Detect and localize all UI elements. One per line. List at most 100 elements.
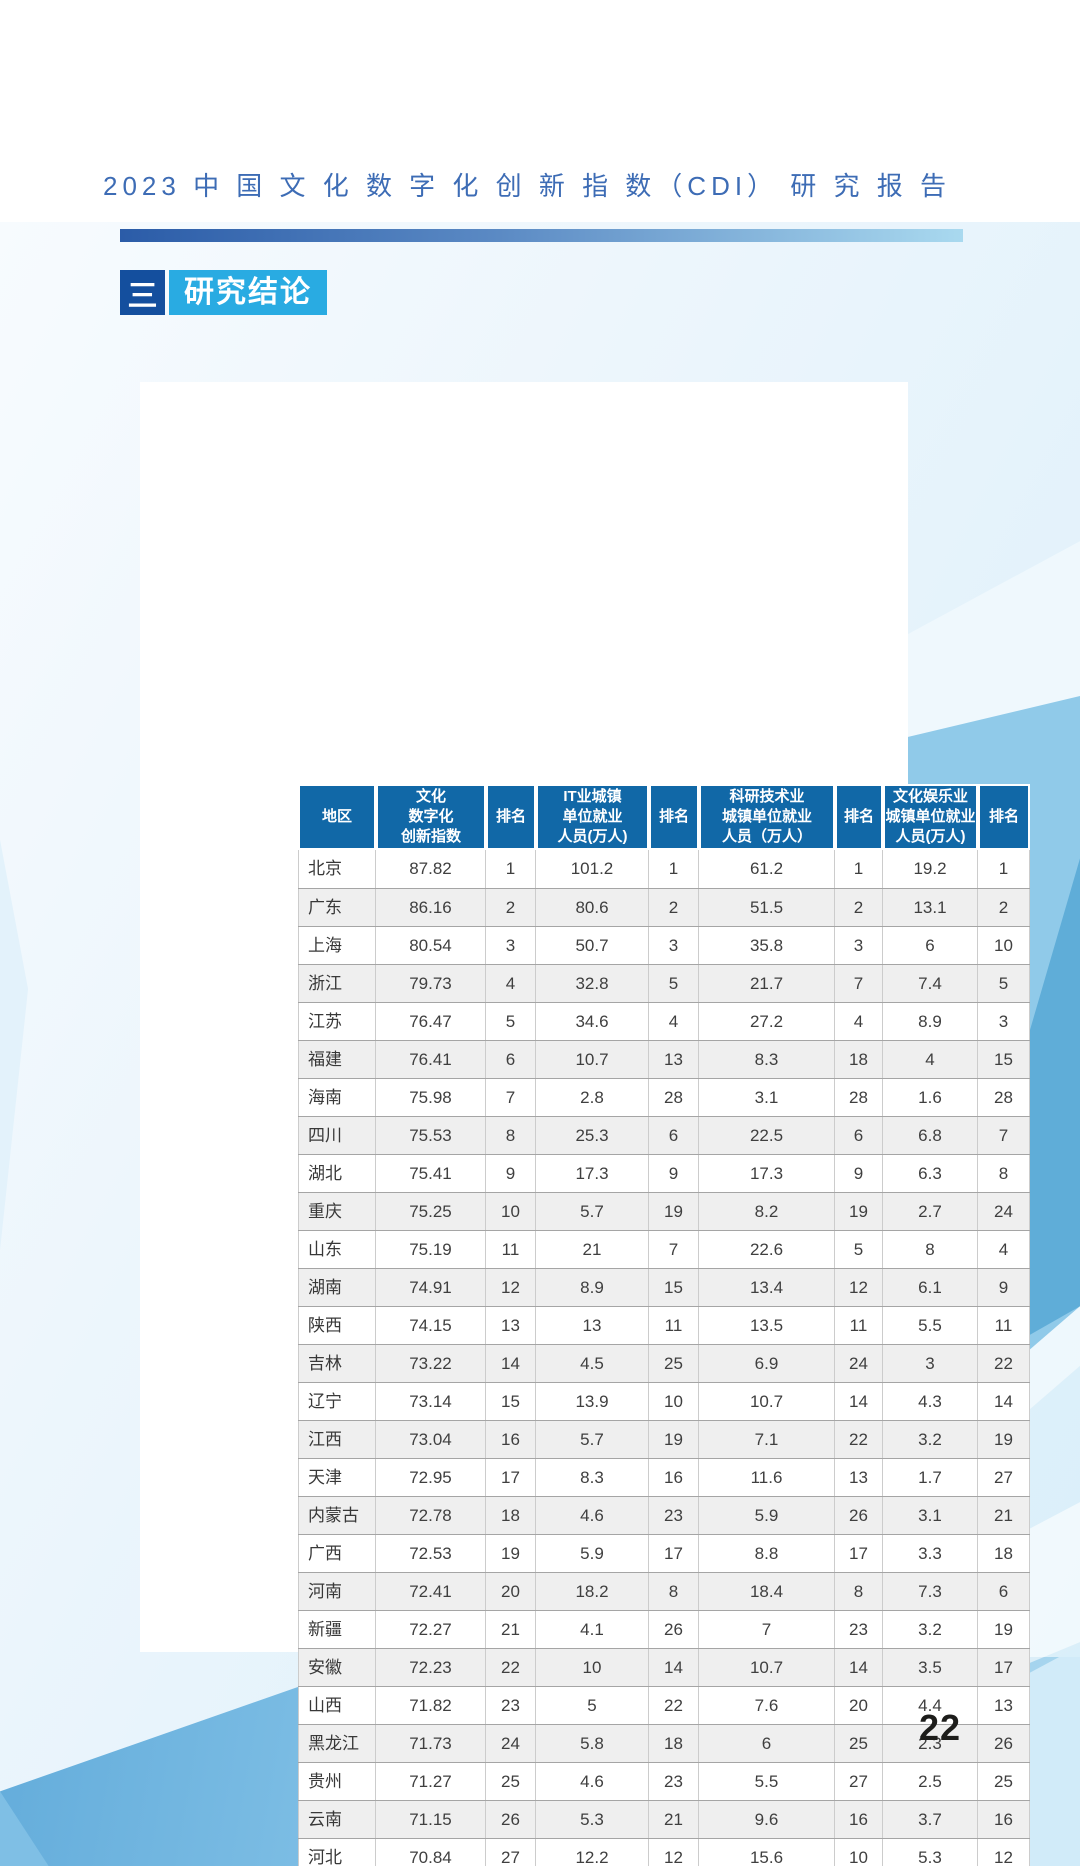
region-cell: 安徽 [298,1649,376,1686]
value-cell: 79.73 [376,965,486,1002]
table-header-cell: 文化 数字化 创新指数 [376,784,486,850]
value-cell: 26 [649,1611,699,1648]
value-cell: 23 [649,1763,699,1800]
value-cell: 14 [486,1345,536,1382]
value-cell: 5 [835,1231,883,1268]
value-cell: 5.8 [536,1725,649,1762]
value-cell: 25 [835,1725,883,1762]
cdi-index-table: 地区 文化 数字化 创新指数 排名 IT业城镇 单位就业 人员(万人) 排名 科研技术业 … [298,784,1030,1866]
value-cell: 73.04 [376,1421,486,1458]
value-cell: 20 [835,1687,883,1724]
table-header-cell: 文化娱乐业 城镇单位就业 人员(万人) [883,784,978,850]
table-header-cell: 排名 [835,784,883,850]
table-row: 广西 72.53 19 5.9 17 8.8 17 3.3 18 [298,1534,1030,1572]
region-cell: 福建 [298,1041,376,1078]
table-row: 海南 75.98 7 2.8 28 3.1 28 1.6 28 [298,1078,1030,1116]
table-row: 吉林 73.22 14 4.5 25 6.9 24 3 22 [298,1344,1030,1382]
value-cell: 72.78 [376,1497,486,1534]
value-cell: 17 [486,1459,536,1496]
value-cell: 50.7 [536,927,649,964]
value-cell: 2.3 [883,1725,978,1762]
value-cell: 3.3 [883,1535,978,1572]
value-cell: 2.8 [536,1079,649,1116]
value-cell: 71.82 [376,1687,486,1724]
value-cell: 11 [486,1231,536,1268]
value-cell: 6 [883,927,978,964]
value-cell: 4 [835,1003,883,1040]
value-cell: 21 [486,1611,536,1648]
value-cell: 5 [536,1687,649,1724]
value-cell: 16 [486,1421,536,1458]
value-cell: 27.2 [699,1003,835,1040]
value-cell: 9.6 [699,1801,835,1838]
region-cell: 江西 [298,1421,376,1458]
value-cell: 23 [835,1611,883,1648]
value-cell: 27 [486,1839,536,1866]
value-cell: 19 [649,1193,699,1230]
value-cell: 22 [835,1421,883,1458]
region-cell: 河北 [298,1839,376,1866]
page-number: 22 [919,1707,962,1748]
value-cell: 8.2 [699,1193,835,1230]
document-title: 2023 中 国 文 化 数 字 化 创 新 指 数（CDI） 研 究 报 告 [103,171,951,201]
value-cell: 11.6 [699,1459,835,1496]
value-cell: 22 [978,1345,1030,1382]
region-cell: 河南 [298,1573,376,1610]
value-cell: 11 [978,1307,1030,1344]
value-cell: 14 [649,1649,699,1686]
value-cell: 15 [486,1383,536,1420]
value-cell: 101.2 [536,850,649,888]
table-header-cell: 排名 [486,784,536,850]
value-cell: 8 [978,1155,1030,1192]
value-cell: 22 [649,1687,699,1724]
value-cell: 14 [978,1383,1030,1420]
table-row: 贵州 71.27 25 4.6 23 5.5 27 2.5 25 [298,1762,1030,1800]
value-cell: 61.2 [699,850,835,888]
value-cell: 6 [699,1725,835,1762]
region-cell: 新疆 [298,1611,376,1648]
value-cell: 19 [486,1535,536,1572]
value-cell: 18 [649,1725,699,1762]
value-cell: 18.2 [536,1573,649,1610]
value-cell: 19 [978,1421,1030,1458]
value-cell: 18.4 [699,1573,835,1610]
value-cell: 1 [486,850,536,888]
value-cell: 3.2 [883,1611,978,1648]
value-cell: 13 [649,1041,699,1078]
value-cell: 6.1 [883,1269,978,1306]
value-cell: 4 [486,965,536,1002]
table-row: 安徽 72.23 22 10 14 10.7 14 3.5 17 [298,1648,1030,1686]
value-cell: 75.19 [376,1231,486,1268]
value-cell: 5.3 [536,1801,649,1838]
value-cell: 12 [649,1839,699,1866]
value-cell: 17 [835,1535,883,1572]
value-cell: 3 [649,927,699,964]
region-cell: 湖南 [298,1269,376,1306]
value-cell: 26 [486,1801,536,1838]
table-row: 重庆 75.25 10 5.7 19 8.2 19 2.7 24 [298,1192,1030,1230]
value-cell: 73.22 [376,1345,486,1382]
value-cell: 18 [978,1535,1030,1572]
region-cell: 湖北 [298,1155,376,1192]
value-cell: 72.53 [376,1535,486,1572]
value-cell: 6 [835,1117,883,1154]
table-row: 陕西 74.15 13 13 11 13.5 11 5.5 11 [298,1306,1030,1344]
value-cell: 23 [486,1687,536,1724]
value-cell: 8 [486,1117,536,1154]
table-row: 黑龙江 71.73 24 5.8 18 6 25 2.3 26 [298,1724,1030,1762]
region-cell: 四川 [298,1117,376,1154]
region-cell: 江苏 [298,1003,376,1040]
value-cell: 28 [649,1079,699,1116]
value-cell: 4.6 [536,1763,649,1800]
value-cell: 6.3 [883,1155,978,1192]
value-cell: 80.6 [536,889,649,926]
value-cell: 4.4 [883,1687,978,1724]
region-cell: 云南 [298,1801,376,1838]
title-underline-bar [120,229,963,242]
value-cell: 86.16 [376,889,486,926]
table-row: 河北 70.84 27 12.2 12 15.6 10 5.3 12 [298,1838,1030,1866]
value-cell: 17 [978,1649,1030,1686]
value-cell: 19 [978,1611,1030,1648]
value-cell: 74.15 [376,1307,486,1344]
region-cell: 广东 [298,889,376,926]
